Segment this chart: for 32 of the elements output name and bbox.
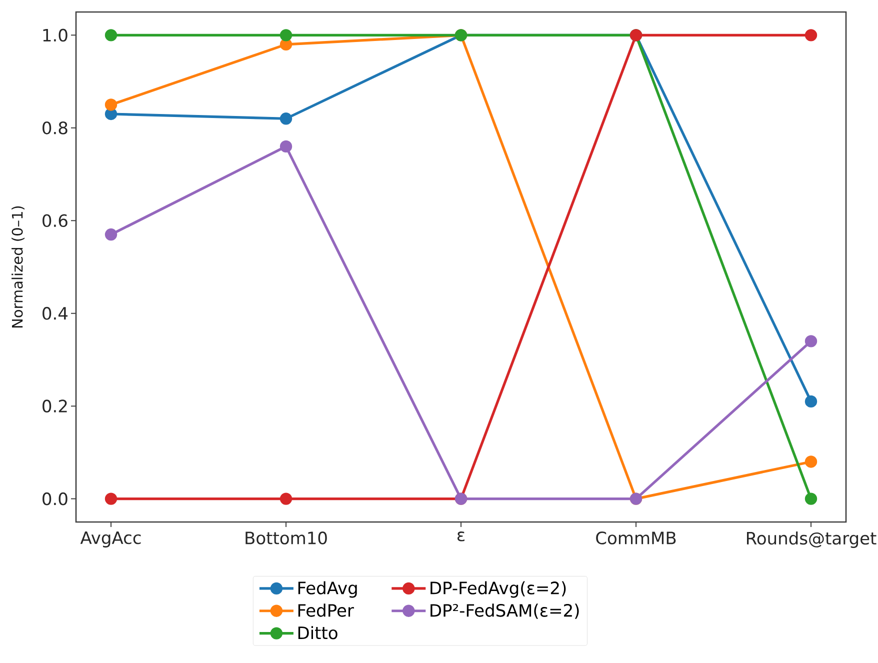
- point: [804, 492, 818, 505]
- point: [104, 228, 118, 241]
- y-tick-label: 1.0: [43, 28, 68, 42]
- y-tick-label: 0.6: [42, 214, 68, 228]
- point: [104, 492, 118, 505]
- point: [104, 108, 118, 120]
- y-tick-label: 0.8: [42, 121, 68, 134]
- y-tick-label: 0.4: [42, 306, 68, 320]
- legend-label: DP-FedAvg(ε=2): [430, 581, 566, 598]
- point: [804, 395, 818, 408]
- legend-label: FedPer: [298, 604, 354, 617]
- x-tick-label: Bottom10: [246, 532, 327, 544]
- point: [280, 112, 292, 125]
- point: [280, 38, 292, 51]
- x-tick-label: Rounds@target: [746, 532, 876, 548]
- point: [804, 29, 818, 42]
- legend-label: FedAvg: [298, 581, 357, 598]
- point: [280, 140, 292, 153]
- point: [280, 29, 292, 42]
- point: [804, 335, 818, 348]
- y-tick-label: 0.0: [42, 492, 68, 506]
- point: [804, 456, 818, 468]
- x-tick-label: AvgAcc: [80, 532, 141, 548]
- point: [280, 492, 292, 505]
- y-tick-label: 0.2: [42, 400, 67, 413]
- legend-label: DP²-FedSAM(ε=2): [430, 604, 579, 619]
- y-axis-title: Normalized (0–1): [12, 206, 24, 328]
- x-tick-label: CommMB: [596, 532, 676, 544]
- x-tick-label: ε: [458, 532, 464, 542]
- point: [104, 29, 118, 42]
- point: [104, 98, 118, 111]
- legend-label: Ditto: [298, 626, 338, 640]
